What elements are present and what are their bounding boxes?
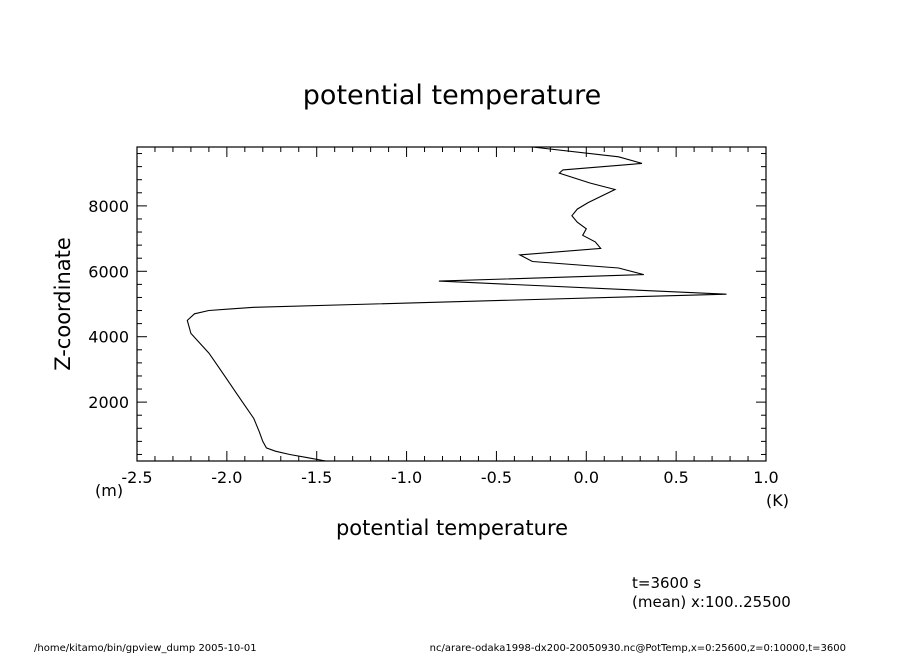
mean-annotation: (mean) x:100..25500	[632, 593, 791, 611]
y-tick-label: 6000	[88, 262, 129, 281]
y-axis-label: Z-coordinate	[51, 237, 75, 371]
time-annotation: t=3600 s	[632, 574, 701, 592]
x-unit-label: (K)	[766, 491, 789, 510]
y-tick-label: 2000	[88, 393, 129, 412]
x-axis-tick-labels: -2.5 -2.0 -1.5 -1.0 -0.5 0.0 0.5 1.0	[121, 468, 778, 487]
x-tick-label: 0.0	[574, 468, 599, 487]
x-tick-label: -1.5	[301, 468, 332, 487]
y-axis-ticks	[137, 153, 766, 455]
x-tick-label: -0.5	[481, 468, 512, 487]
x-axis-ticks	[136, 147, 767, 461]
y-tick-label: 8000	[88, 197, 129, 216]
x-tick-label: -1.0	[391, 468, 422, 487]
x-tick-label: 1.0	[753, 468, 778, 487]
y-unit-label: (m)	[95, 481, 123, 500]
series-line	[186, 146, 727, 462]
footer-left: /home/kitamo/bin/gpview_dump 2005-10-01	[34, 643, 257, 654]
footer-right: nc/arare-odaka1998-dx200-20050930.nc@Pot…	[430, 643, 846, 654]
plot-border	[136, 146, 767, 462]
y-tick-label: 4000	[88, 328, 129, 347]
chart-title: potential temperature	[303, 80, 601, 111]
x-tick-label: 0.5	[663, 468, 688, 487]
plot-frame	[136, 146, 767, 462]
x-tick-label: -2.5	[121, 468, 152, 487]
x-axis-label: potential temperature	[336, 516, 568, 540]
x-tick-label: -2.0	[211, 468, 242, 487]
y-axis-tick-labels: 2000 4000 6000 8000	[88, 197, 129, 412]
